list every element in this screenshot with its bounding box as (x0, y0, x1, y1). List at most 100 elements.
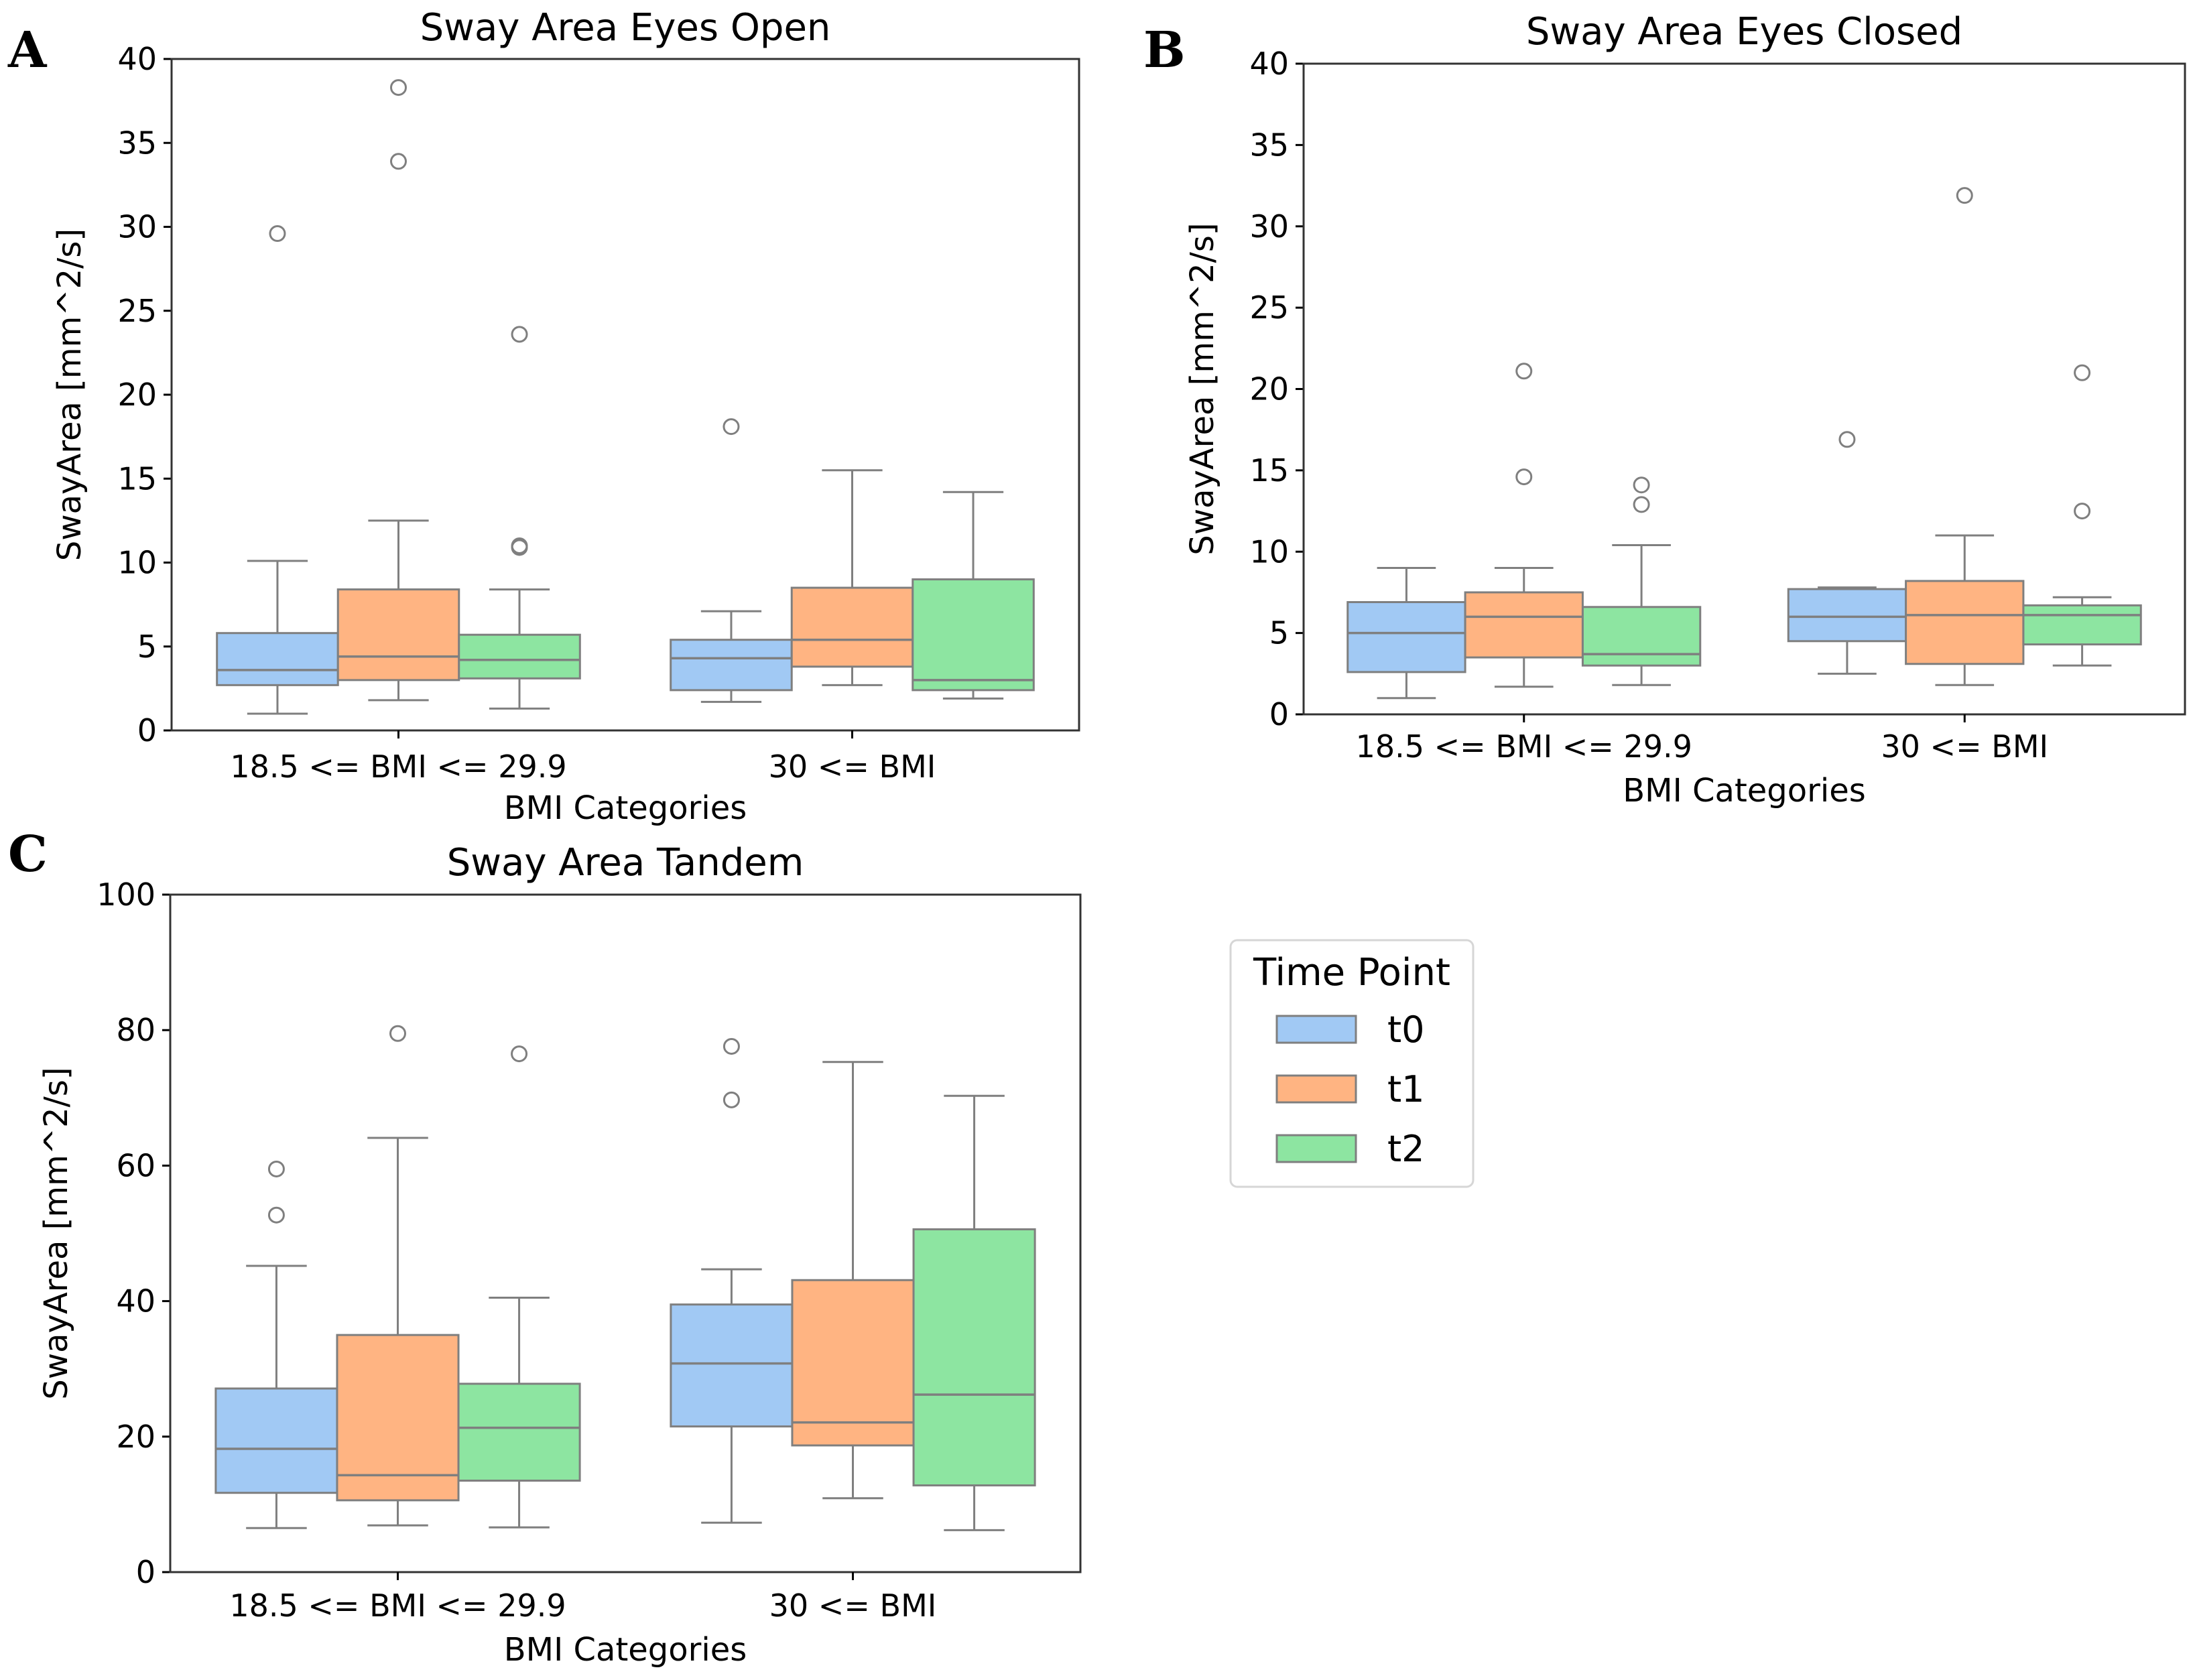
x-tick-label: 18.5 <= BMI <= 29.9 (230, 749, 566, 785)
outlier-point (724, 419, 739, 434)
chart-panel-A: A Sway Area Eyes Open 0 5 10 15 20 25 30 35 40 18.5… (7, 6, 1079, 827)
y-axis-label: SwayArea [mm^2/s] (38, 1067, 75, 1399)
box-iqr (792, 588, 913, 667)
outlier-point (724, 1039, 739, 1053)
y-tick-label: 20 (116, 1419, 155, 1455)
box-t1-1 (1906, 188, 2023, 686)
box-t0-1 (1788, 432, 1905, 674)
outlier-point (1517, 470, 1531, 484)
box-t2-1 (913, 492, 1034, 698)
x-axis-label: BMI Categories (1623, 772, 1865, 810)
box-t2-1 (914, 1096, 1035, 1530)
outlier-point (1957, 188, 1972, 203)
legend-label-t2: t2 (1387, 1128, 1425, 1170)
outlier-point (391, 154, 406, 169)
box-t0-1 (671, 419, 792, 702)
panel-letter-A: A (7, 21, 48, 79)
box-iqr (459, 635, 580, 678)
box-iqr (1348, 602, 1465, 672)
y-tick-label: 20 (1249, 371, 1289, 407)
legend-swatch-t0 (1277, 1016, 1356, 1043)
outlier-point (724, 1092, 739, 1107)
y-tick-label: 35 (117, 125, 157, 161)
box-t2-0 (459, 327, 580, 709)
box-iqr (216, 1388, 337, 1493)
box-t1-0 (1465, 364, 1582, 687)
box-iqr (1906, 581, 2023, 664)
chart-title: Sway Area Eyes Open (420, 6, 831, 50)
outlier-point (512, 1047, 527, 1061)
y-axis-label: SwayArea [mm^2/s] (51, 229, 88, 561)
box-iqr (1788, 589, 1905, 641)
figure-canvas: A Sway Area Eyes Open 0 5 10 15 20 25 30 35 40 18.5… (0, 0, 2193, 1680)
y-tick-label: 5 (137, 629, 157, 665)
box-iqr (338, 590, 459, 680)
box-iqr (1582, 607, 1700, 665)
box-iqr (1465, 592, 1582, 657)
x-tick-label: 18.5 <= BMI <= 29.9 (229, 1588, 566, 1624)
y-tick-label: 0 (137, 712, 157, 749)
outlier-point (2075, 365, 2090, 380)
chart-panel-C: C Sway Area Tandem 0 20 40 60 80 100 18.5 <= BMI… (8, 826, 1080, 1669)
box-iqr (671, 1305, 792, 1427)
outlier-point (512, 327, 527, 342)
y-tick-label: 10 (117, 545, 157, 581)
x-tick-label: 30 <= BMI (1881, 728, 2048, 765)
y-tick-label: 15 (1249, 452, 1289, 489)
box-t0-0 (217, 227, 338, 714)
box-t2-1 (2023, 365, 2141, 665)
chart-panel-B: B Sway Area Eyes Closed 0 5 10 15 20 25 30 35 40 18… (1143, 10, 2185, 810)
y-tick-label: 15 (117, 460, 157, 497)
chart-title: Sway Area Eyes Closed (1526, 10, 1962, 54)
y-tick-label: 35 (1249, 127, 1289, 163)
box-t2-0 (458, 1047, 580, 1528)
box-t0-1 (671, 1039, 792, 1523)
x-tick-label: 30 <= BMI (769, 749, 936, 785)
y-tick-label: 5 (1269, 615, 1289, 651)
panel-letter-C: C (8, 826, 48, 883)
chart-panels: A Sway Area Eyes Open 0 5 10 15 20 25 30 35 40 18.5… (7, 6, 2185, 1669)
box-t1-1 (792, 470, 913, 686)
x-axis-label: BMI Categories (504, 789, 747, 827)
y-tick-label: 40 (117, 41, 157, 77)
legend-label-t1: t1 (1387, 1068, 1425, 1110)
chart-title: Sway Area Tandem (447, 841, 804, 885)
y-tick-label: 0 (136, 1554, 155, 1590)
x-tick-label: 18.5 <= BMI <= 29.9 (1356, 728, 1692, 765)
legend-title: Time Point (1253, 951, 1450, 994)
outlier-point (1840, 432, 1855, 447)
legend: Time Point t0 t1 t2 (1231, 940, 1473, 1187)
box-iqr (671, 640, 792, 690)
box-iqr (217, 633, 338, 686)
y-tick-label: 30 (117, 209, 157, 245)
box-t0-0 (216, 1161, 337, 1528)
legend-swatch-t1 (1277, 1076, 1356, 1102)
x-tick-label: 30 <= BMI (769, 1588, 937, 1624)
outlier-point (270, 227, 285, 241)
box-iqr (913, 580, 1034, 690)
box-t1-0 (338, 80, 459, 700)
legend-swatch-t2 (1277, 1135, 1356, 1162)
y-axis-label: SwayArea [mm^2/s] (1184, 222, 1221, 555)
y-tick-label: 30 (1249, 208, 1289, 245)
outlier-point (1634, 497, 1649, 512)
outlier-point (391, 1026, 405, 1041)
panel-letter-B: B (1143, 21, 1186, 79)
y-tick-label: 80 (116, 1012, 155, 1048)
outlier-point (391, 80, 406, 95)
outlier-point (1517, 364, 1531, 379)
box-t1-1 (792, 1062, 914, 1498)
box-iqr (458, 1384, 580, 1481)
box-iqr (2023, 605, 2141, 644)
y-tick-label: 25 (117, 293, 157, 329)
y-tick-label: 40 (1249, 46, 1289, 82)
box-t1-0 (337, 1026, 458, 1525)
box-t0-0 (1348, 568, 1465, 698)
y-tick-label: 100 (97, 877, 155, 913)
outlier-point (1634, 478, 1649, 493)
outlier-point (269, 1161, 284, 1176)
y-tick-label: 60 (116, 1147, 155, 1183)
y-tick-label: 40 (116, 1283, 155, 1319)
outlier-point (2075, 504, 2090, 519)
y-tick-label: 0 (1269, 696, 1289, 732)
